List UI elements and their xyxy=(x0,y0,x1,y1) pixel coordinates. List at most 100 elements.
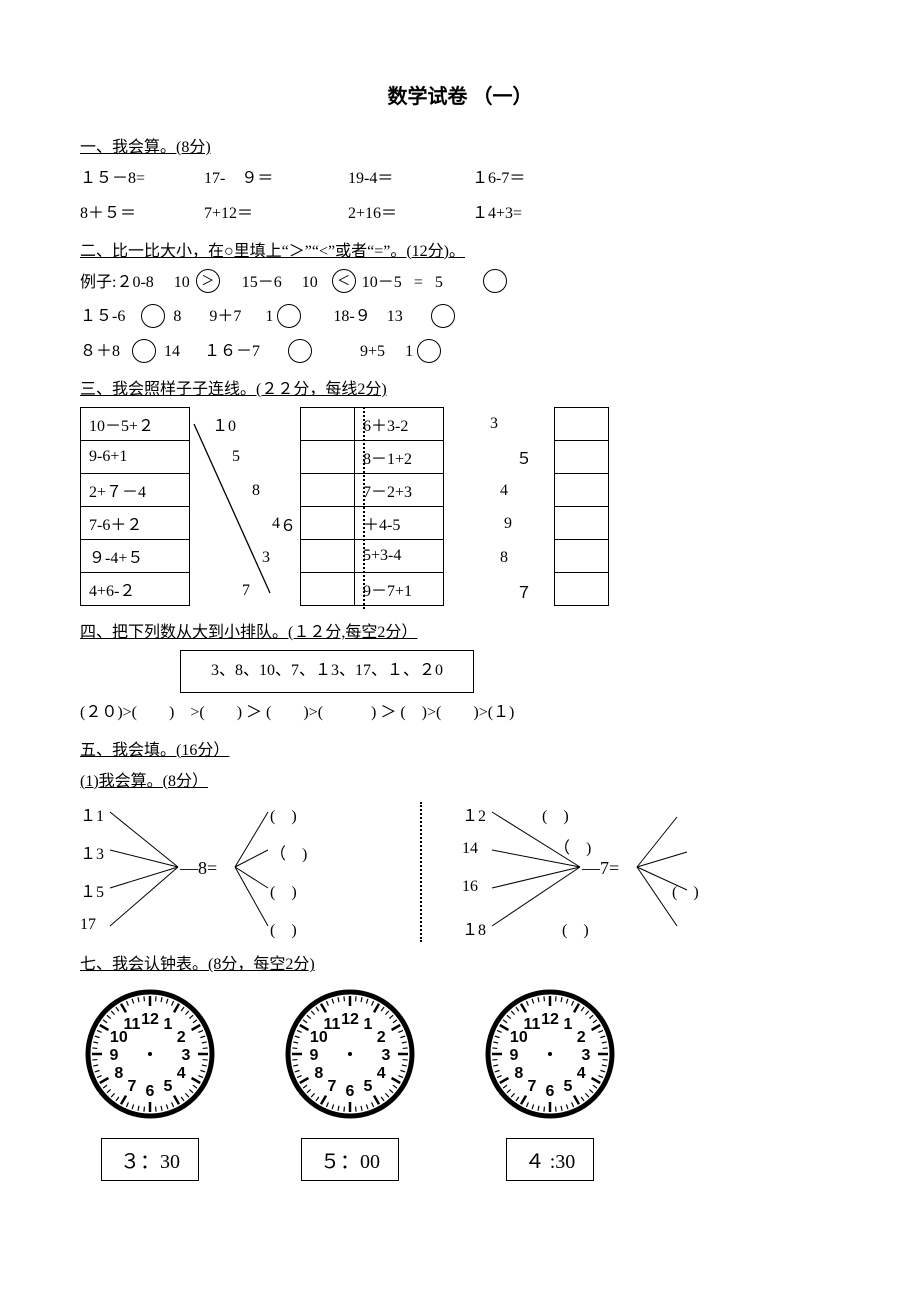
svg-text:5: 5 xyxy=(564,1079,573,1096)
s3-left-expr: 9-6+1 xyxy=(81,440,190,473)
s2-ex-c-eq: = xyxy=(414,274,423,291)
section-5-head: 五、我会填。(16分） xyxy=(80,736,840,760)
s3-num: 4 xyxy=(198,515,280,533)
s2-r3a-l: ８＋8 xyxy=(80,343,120,360)
section-4-head: 四、把下列数从大到小排队。(１２分,每空2分） xyxy=(80,618,840,642)
s1-r1-4: １6-7＝ xyxy=(472,165,592,194)
svg-text:7: 7 xyxy=(328,1079,337,1096)
answer-cell[interactable] xyxy=(301,473,355,506)
clock-time-label: ３：30 xyxy=(101,1138,199,1181)
answer-cell[interactable] xyxy=(301,506,355,539)
s3-num: ６ xyxy=(280,512,296,536)
svg-text:1: 1 xyxy=(364,1016,373,1033)
svg-text:7: 7 xyxy=(128,1079,137,1096)
clock-row: 123456789101112 ３：30 123456789101112 ５：0… xyxy=(80,984,840,1181)
s1-r1-3: 19-4＝ xyxy=(348,165,468,194)
clock-time-label: ４ :30 xyxy=(506,1138,595,1181)
s2-ex-a: 例子:２0-8 xyxy=(80,274,154,291)
s1-r2-2: 7+12＝ xyxy=(204,200,344,229)
answer-cell[interactable] xyxy=(555,440,609,473)
clock-time-label: ５：00 xyxy=(301,1138,399,1181)
clock-face-icon: 123456789101112 xyxy=(480,984,620,1124)
s1-r1-1: １５－8= xyxy=(80,165,200,194)
svg-text:2: 2 xyxy=(177,1029,186,1046)
s3-right-expr: ＋4-5 xyxy=(355,506,444,539)
comparison-circle-blank[interactable] xyxy=(141,304,165,328)
s3-right-mid: 3 ５ 4 9 8 ７ xyxy=(444,407,554,608)
s3-num: ７ xyxy=(444,574,554,608)
clock-unit: 123456789101112 ４ :30 xyxy=(480,984,620,1181)
svg-text:3: 3 xyxy=(182,1047,191,1064)
comparison-circle-filled: ＜ xyxy=(332,269,356,293)
s3-right-ans xyxy=(554,407,609,606)
answer-cell[interactable] xyxy=(555,407,609,440)
answer-cell[interactable] xyxy=(555,473,609,506)
s3-num: 9 xyxy=(444,507,554,541)
s2-r2b-l: 9＋7 xyxy=(209,308,241,325)
s3-num: 3 xyxy=(190,541,300,575)
s3-right-expr: 9－7+1 xyxy=(355,572,444,605)
s1-row1: １５－8= 17- ９＝ 19-4＝ １6-7＝ xyxy=(80,165,840,194)
answer-cell[interactable] xyxy=(555,539,609,572)
svg-text:6: 6 xyxy=(346,1083,355,1100)
svg-text:6: 6 xyxy=(146,1083,155,1100)
s3-left-expr: 4+6-２ xyxy=(81,572,190,605)
svg-text:3: 3 xyxy=(582,1047,591,1064)
answer-cell[interactable] xyxy=(301,539,355,572)
svg-text:4: 4 xyxy=(577,1065,586,1082)
comparison-circle-blank[interactable] xyxy=(288,339,312,363)
s2-r2a-l: １５-6 xyxy=(80,308,125,325)
comparison-circle-filled: ＞ xyxy=(196,269,220,293)
exam-title: 数学试卷 （一） xyxy=(80,80,840,109)
comparison-circle-blank[interactable] xyxy=(277,304,301,328)
s2-ex-c: 10－5 xyxy=(362,274,402,291)
s2-ex-b-num: 10 xyxy=(302,274,318,291)
s1-r2-4: １4+3= xyxy=(472,200,592,229)
comparison-circle-blank[interactable] xyxy=(132,339,156,363)
s3-right-expr: 6＋3-2 xyxy=(355,407,444,440)
svg-text:12: 12 xyxy=(541,1011,559,1028)
s3-left-expr: 2+７－4 xyxy=(81,473,190,506)
comparison-circle-blank[interactable] xyxy=(483,269,507,293)
s2-row3: ８＋8 14 １６－7 9+5 1 xyxy=(80,338,840,367)
svg-text:9: 9 xyxy=(310,1047,319,1064)
section-5-sub: (1)我会算。(8分） xyxy=(80,768,840,797)
clock-face-icon: 123456789101112 xyxy=(80,984,220,1124)
dotted-divider-icon xyxy=(363,407,365,609)
s2-r2b-r: 1 xyxy=(265,308,273,325)
svg-text:4: 4 xyxy=(177,1065,186,1082)
answer-cell[interactable] xyxy=(301,440,355,473)
s3-num: 3 xyxy=(444,407,554,441)
fan-diagrams: １1 １3 １5 17 —8= ( ) （ ) ( ) ( ) １2 14 16… xyxy=(80,802,840,942)
s2-r3a-r: 14 xyxy=(164,343,180,360)
s4-chain[interactable]: (２０)>( ) >( ) ＞ ( )>( ) ＞ ( )>( )>(１) xyxy=(80,699,840,728)
svg-text:8: 8 xyxy=(314,1065,323,1082)
s3-num: 7 xyxy=(190,574,300,608)
svg-text:5: 5 xyxy=(364,1079,373,1096)
fan-a: １1 １3 １5 17 —8= ( ) （ ) ( ) ( ) xyxy=(80,802,380,942)
answer-cell[interactable] xyxy=(301,407,355,440)
dotted-divider-icon xyxy=(420,802,422,942)
svg-text:12: 12 xyxy=(141,1011,159,1028)
fan-b: １2 14 16 １8 —7= ( ) （ ) ( ) ( ) xyxy=(462,802,762,942)
s3-num: 4 xyxy=(444,474,554,508)
svg-text:9: 9 xyxy=(110,1047,119,1064)
section-1-head: 一、我会算。(8分) xyxy=(80,133,840,157)
s3-left-exprs: 10－5+２ 9-6+1 2+７－4 7-6＋２ ９-4+５ 4+6-２ xyxy=(80,407,190,606)
comparison-circle-blank[interactable] xyxy=(431,304,455,328)
number-list-box: 3、8、10、7、１3、17、１、２0 xyxy=(180,650,474,693)
s3-num: 5 xyxy=(190,440,300,474)
section-7-head: 七、我会认钟表。(8分，每空2分) xyxy=(80,950,840,974)
answer-cell[interactable] xyxy=(555,572,609,605)
clock-face-icon: 123456789101112 xyxy=(280,984,420,1124)
answer-cell[interactable] xyxy=(301,572,355,605)
s3-right-expr: 8－1+2 xyxy=(355,440,444,473)
s2-r2c-r: 13 xyxy=(387,308,403,325)
svg-text:7: 7 xyxy=(528,1079,537,1096)
s3-num: １0 xyxy=(190,407,300,441)
comparison-circle-blank[interactable] xyxy=(417,339,441,363)
answer-cell[interactable] xyxy=(555,506,609,539)
svg-text:4: 4 xyxy=(377,1065,386,1082)
svg-text:9: 9 xyxy=(510,1047,519,1064)
svg-text:2: 2 xyxy=(377,1029,386,1046)
